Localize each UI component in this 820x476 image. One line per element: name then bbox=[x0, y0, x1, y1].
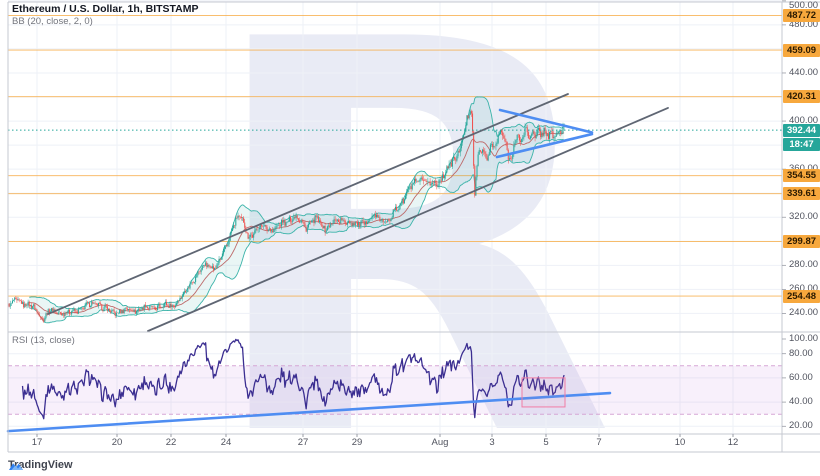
price-tick-label: 400.00 bbox=[789, 115, 819, 127]
channel-drawing[interactable] bbox=[47, 93, 669, 332]
symbol-legend[interactable]: Ethereum / U.S. Dollar, 1h, BITSTAMP bbox=[12, 3, 199, 15]
rsi-rectangle-drawing[interactable] bbox=[521, 377, 566, 408]
alert-price-badge[interactable]: 354.55 bbox=[783, 169, 820, 183]
price-tick-label: 280.00 bbox=[789, 259, 819, 271]
price-tick-label: 20.00 bbox=[789, 420, 813, 432]
alert-price-badge[interactable]: 254.48 bbox=[783, 289, 820, 303]
candles bbox=[8, 107, 565, 323]
tradingview-logo-text: TradingView bbox=[8, 459, 73, 471]
price-tick-label: 40.00 bbox=[789, 396, 813, 408]
time-tick-label: 24 bbox=[220, 437, 232, 448]
rsi-plot bbox=[21, 338, 565, 420]
price-tick-label: 260.00 bbox=[789, 283, 819, 295]
tradingview-logo-icon bbox=[9, 463, 23, 470]
price-tick-label: 80.00 bbox=[789, 347, 813, 359]
price-tick-label: 320.00 bbox=[789, 211, 819, 223]
time-tick-label: 12 bbox=[727, 437, 739, 448]
price-tick-label: 500.00 bbox=[789, 0, 819, 11]
time-tick-label: Aug bbox=[431, 437, 449, 448]
time-tick-label: 22 bbox=[165, 437, 177, 448]
alert-price-badge[interactable]: 299.87 bbox=[783, 234, 820, 248]
alert-price-badge[interactable]: 339.61 bbox=[783, 187, 820, 201]
alert-price-badge[interactable]: 459.09 bbox=[783, 43, 820, 57]
time-tick-label: 20 bbox=[111, 437, 123, 448]
time-tick-label: 27 bbox=[297, 437, 309, 448]
current-price-badge: 392.44 bbox=[783, 123, 820, 137]
price-tick-label: 440.00 bbox=[789, 66, 819, 78]
rsi-indicator-legend[interactable]: RSI (13, close) bbox=[12, 335, 75, 346]
bb-indicator-legend[interactable]: BB (20, close, 2, 0) bbox=[12, 16, 93, 27]
price-tick-label: 480.00 bbox=[789, 18, 819, 30]
alert-level-lines bbox=[8, 15, 782, 297]
price-tick-label: 100.00 bbox=[789, 333, 819, 344]
tradingview-logo[interactable]: TradingView bbox=[8, 459, 73, 471]
time-tick-label: 29 bbox=[351, 437, 363, 448]
candle-countdown-badge: 18:47 bbox=[783, 137, 820, 151]
time-tick-label: 17 bbox=[31, 437, 43, 448]
frame-borders bbox=[7, 0, 820, 453]
alert-price-badge[interactable]: 420.31 bbox=[783, 90, 820, 104]
time-tick-label: 7 bbox=[596, 437, 602, 448]
time-tick-label: 3 bbox=[489, 437, 495, 448]
price-tick-label: 60.00 bbox=[789, 371, 813, 383]
time-tick-label: 10 bbox=[674, 437, 686, 448]
pennant-drawing[interactable] bbox=[495, 108, 594, 159]
price-tick-label: 240.00 bbox=[789, 307, 819, 319]
alert-price-badge[interactable]: 487.72 bbox=[783, 9, 820, 23]
rsi-trendline-drawing[interactable] bbox=[6, 391, 612, 433]
price-tick-label: 360.00 bbox=[789, 164, 818, 174]
time-tick-label: 5 bbox=[543, 437, 549, 448]
